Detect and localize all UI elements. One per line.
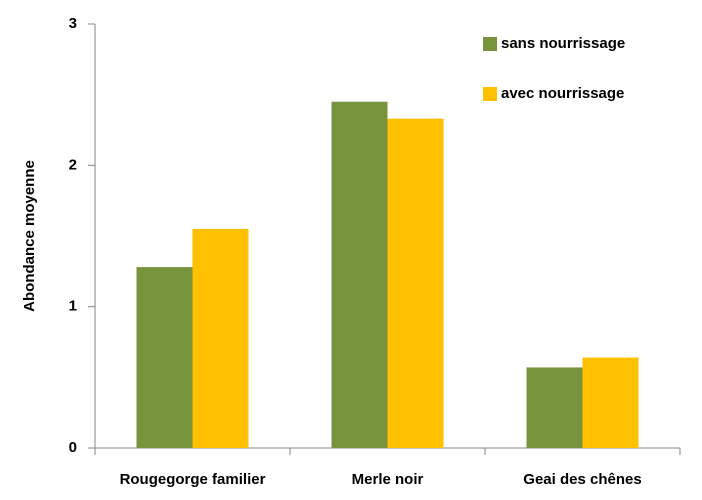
x-tick-label: Merle noir	[352, 471, 424, 488]
legend-label: sans nourrissage	[501, 35, 625, 52]
legend-swatch	[483, 87, 497, 101]
bar	[331, 101, 388, 448]
bar	[192, 228, 249, 448]
y-tick-label: 0	[69, 439, 77, 456]
bar	[136, 267, 193, 448]
legend-label: avec nourrissage	[501, 85, 624, 102]
bar	[526, 367, 583, 448]
legend-swatch	[483, 37, 497, 51]
y-axis-label: Abondance moyenne	[21, 160, 38, 312]
bar	[387, 118, 444, 449]
y-tick-label: 1	[69, 298, 77, 315]
x-tick-label: Geai des chênes	[523, 471, 641, 488]
bar	[582, 357, 639, 448]
y-tick-label: 3	[69, 15, 77, 32]
x-tick-label: Rougegorge familier	[120, 471, 266, 488]
y-tick-label: 2	[69, 156, 77, 173]
